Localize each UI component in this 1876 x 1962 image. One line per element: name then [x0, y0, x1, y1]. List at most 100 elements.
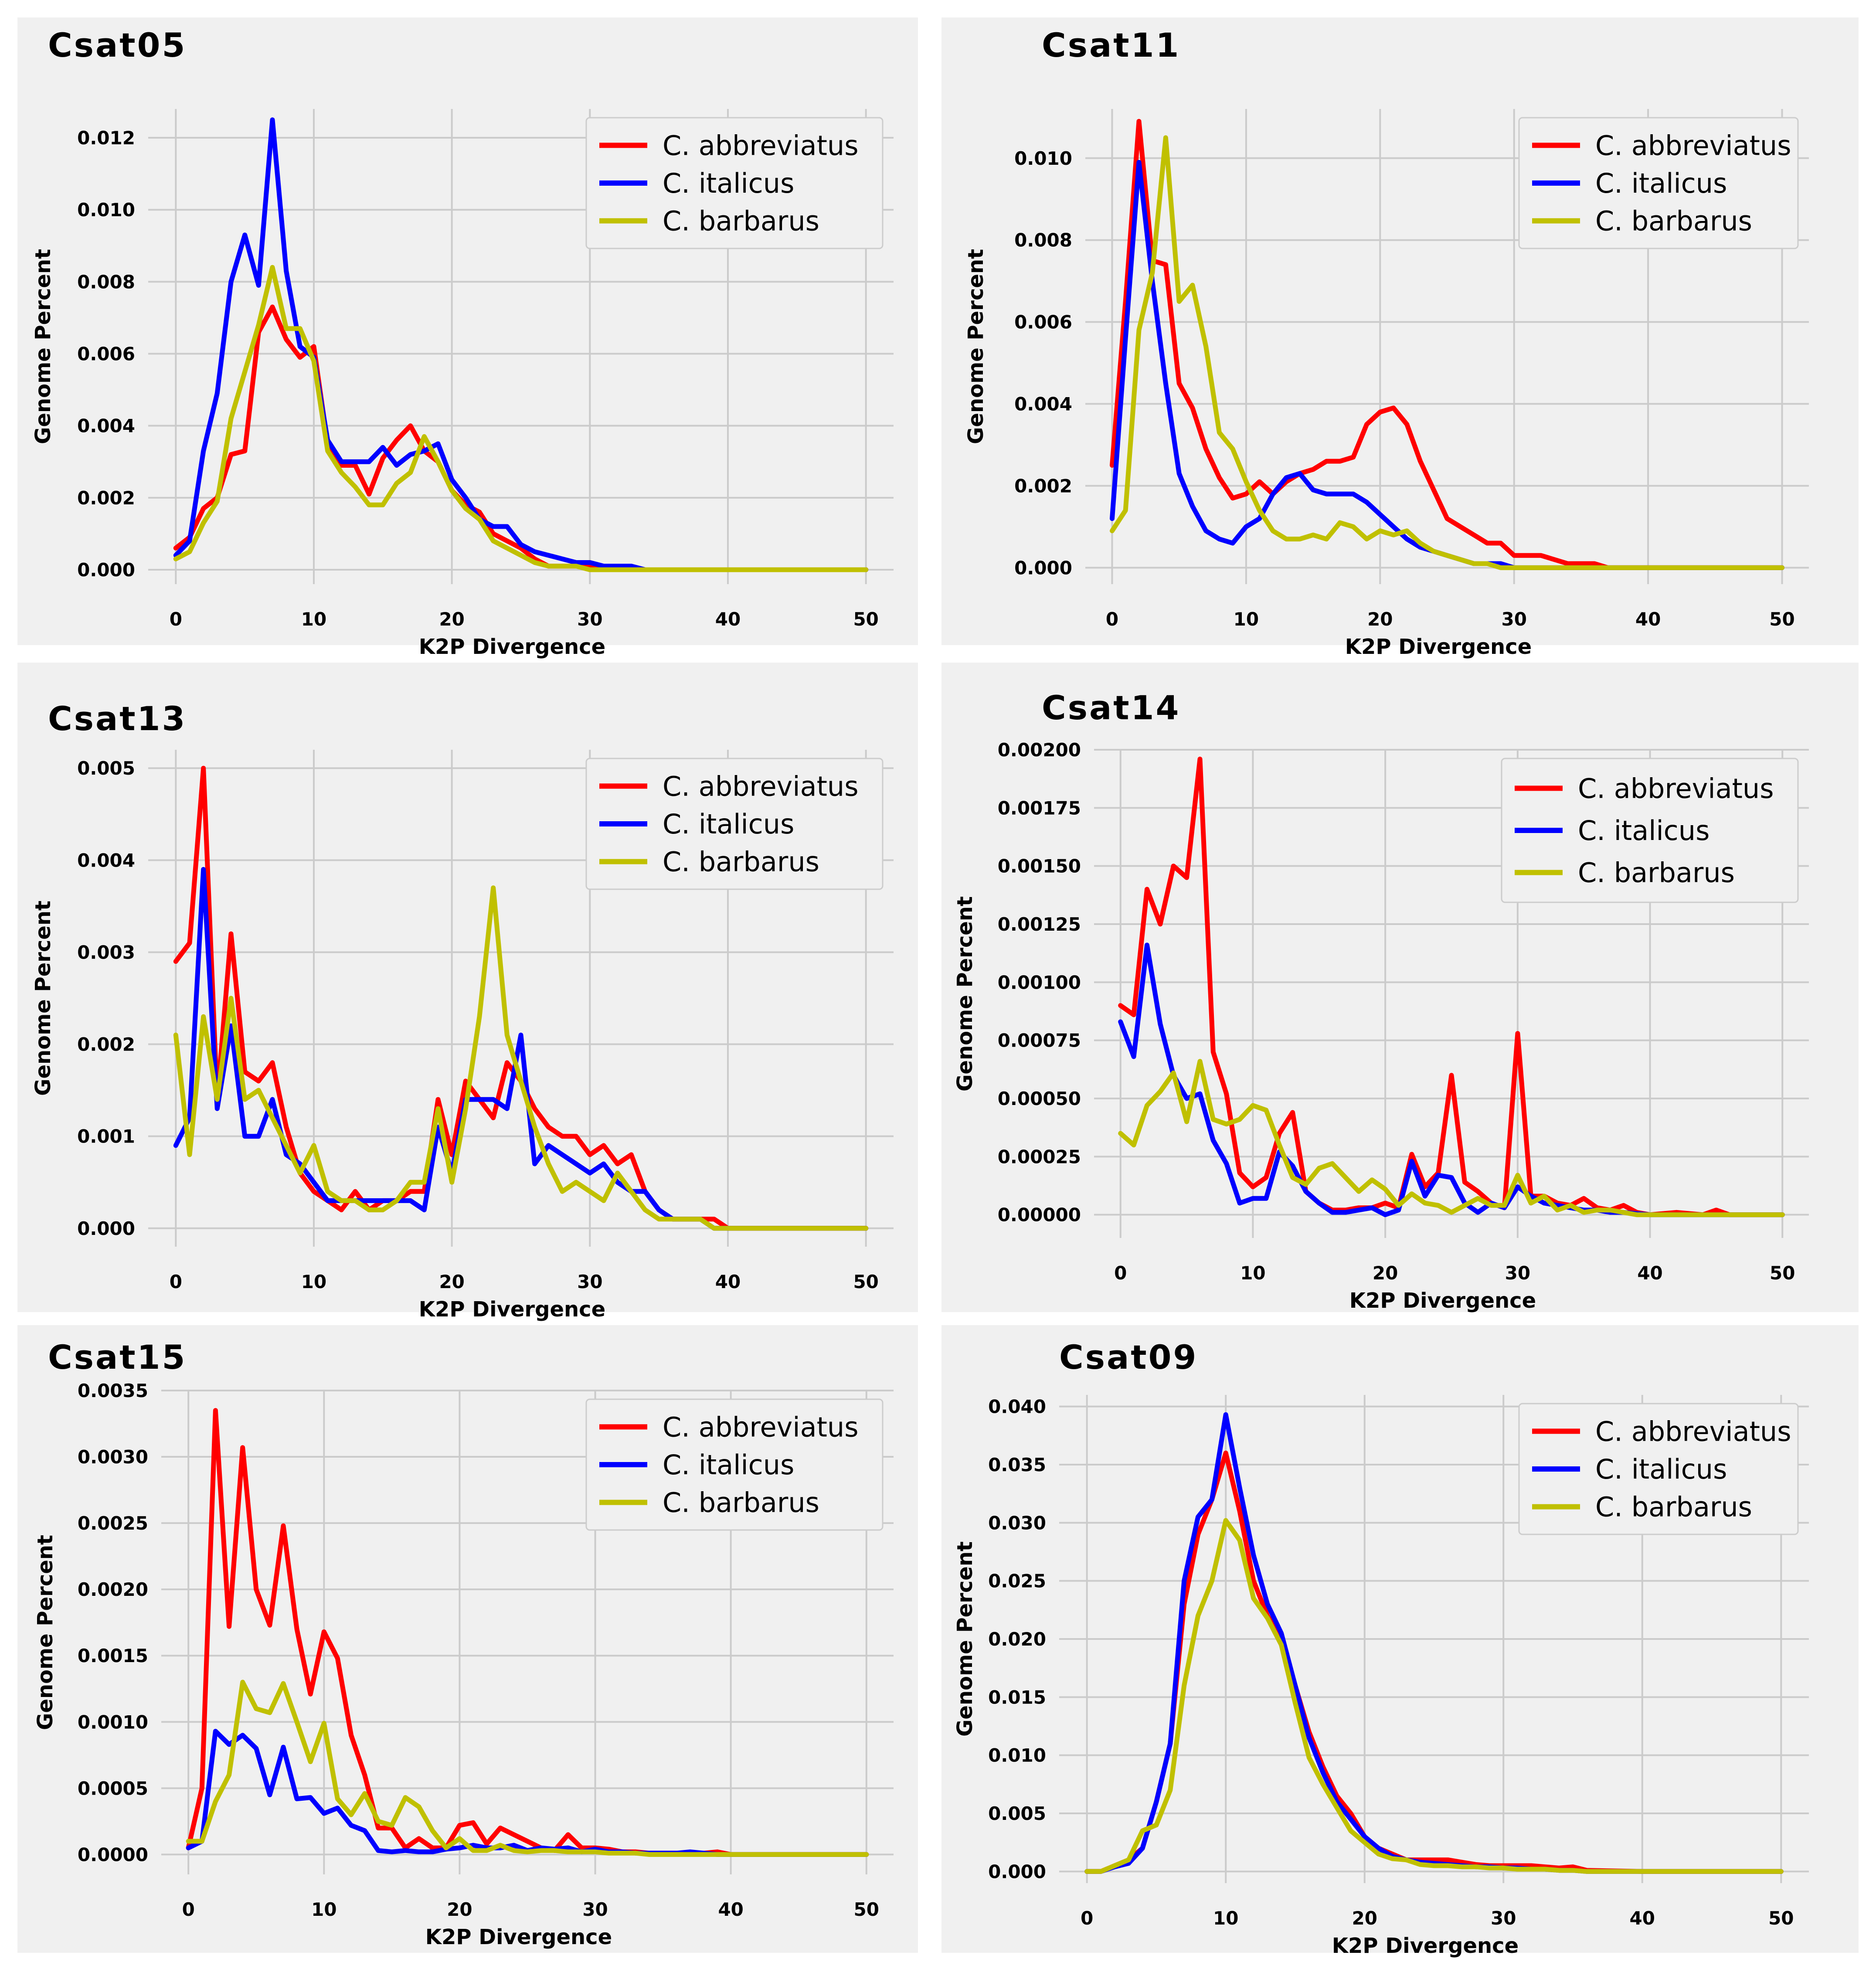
x-axis-label: K2P Divergence	[419, 635, 605, 659]
x-tick-label: 10	[301, 1271, 326, 1292]
grid	[1094, 749, 1809, 1238]
chart-panel-1: Csat11 0 10 20 30 40 50 0.000 0.002 0.004 0.006 0.0…	[941, 17, 1859, 659]
legend: C. abbreviatus C. italicus C. barbarus	[1501, 758, 1799, 903]
legend-entry: C. abbreviatus	[663, 770, 859, 802]
x-tick-label: 40	[718, 1899, 743, 1920]
legend-entry: C. barbarus	[1595, 205, 1752, 237]
series-line-c-barbarus	[173, 885, 869, 1231]
y-tick-label: 0.000	[988, 1861, 1046, 1882]
x-tick-label: 50	[854, 1899, 879, 1920]
x-tick-label: 40	[1630, 1908, 1655, 1929]
x-tick-label: 0	[170, 609, 182, 630]
y-tick-label: 0.003	[77, 942, 135, 963]
y-tick-label: 0.00125	[998, 914, 1081, 935]
legend-entry: C. barbarus	[1595, 1491, 1752, 1523]
series-line-c-italicus	[173, 117, 869, 572]
x-tick-label: 30	[1505, 1262, 1530, 1284]
chart-panel-0: Csat05 0 10 20 30 40 50 0.000 0.002 0.004 0.006 0.0…	[17, 17, 918, 659]
x-axis-label: K2P Divergence	[419, 1297, 605, 1322]
y-tick-label: 0.0000	[78, 1844, 148, 1865]
y-tick-label: 0.001	[77, 1126, 135, 1147]
y-tick-label: 0.008	[77, 271, 135, 292]
x-tick-label: 20	[1352, 1908, 1377, 1929]
x-axis-label: K2P Divergence	[1349, 1289, 1536, 1313]
x-tick-label: 10	[1234, 609, 1259, 630]
legend: C. abbreviatus C. italicus C. barbarus	[585, 1398, 884, 1531]
y-tick-label: 0.006	[1014, 312, 1072, 333]
x-tick-label: 0	[1106, 609, 1118, 630]
y-tick-label: 0.008	[1014, 230, 1072, 251]
y-tick-label: 0.0015	[78, 1645, 148, 1666]
legend-box	[585, 758, 884, 890]
legend-entry: C. italicus	[663, 1449, 794, 1481]
x-tick-label: 10	[1240, 1262, 1265, 1284]
x-tick-label: 0	[1114, 1262, 1127, 1284]
y-tick-label: 0.0020	[78, 1579, 148, 1600]
y-tick-label: 0.020	[988, 1629, 1046, 1650]
y-tick-label: 0.0010	[78, 1711, 148, 1733]
chart-title: Csat13	[48, 699, 187, 738]
y-tick-label: 0.006	[77, 343, 135, 365]
series-line-c-barbarus	[1110, 135, 1784, 570]
legend-entry: C. abbreviatus	[1595, 1415, 1791, 1447]
legend-entry: C. italicus	[663, 808, 794, 840]
legend-entry: C. abbreviatus	[663, 1411, 859, 1443]
legend: C. abbreviatus C. italicus C. barbarus	[585, 758, 884, 890]
y-axis-label: Genome Percent	[31, 901, 55, 1096]
x-tick-label: 40	[1637, 1262, 1662, 1284]
y-tick-label: 0.010	[1014, 148, 1072, 169]
legend-box	[585, 117, 884, 249]
x-tick-label: 30	[582, 1899, 608, 1920]
legend-entry: C. italicus	[1578, 815, 1709, 847]
y-tick-label: 0.030	[988, 1512, 1046, 1534]
y-tick-label: 0.0025	[78, 1513, 148, 1534]
panel-background	[17, 17, 918, 645]
x-tick-label: 50	[853, 609, 878, 630]
y-tick-label: 0.00100	[998, 972, 1081, 993]
chart-title: Csat09	[1059, 1338, 1198, 1377]
legend-entry: C. italicus	[1595, 167, 1727, 199]
x-tick-label: 40	[715, 609, 741, 630]
y-tick-label: 0.0035	[78, 1380, 148, 1401]
y-tick-label: 0.010	[77, 199, 135, 221]
y-tick-label: 0.002	[77, 487, 135, 509]
legend: C. abbreviatus C. italicus C. barbarus	[1518, 1403, 1799, 1535]
y-tick-label: 0.00075	[998, 1030, 1081, 1051]
chart-panel-4: Csat15 0 10 20 30 40 50 0.0000 0.0005 0.0010 0.001…	[17, 1325, 918, 1953]
x-axis-label: K2P Divergence	[1345, 635, 1532, 659]
y-tick-label: 0.040	[988, 1396, 1046, 1418]
x-tick-label: 20	[447, 1899, 472, 1920]
y-tick-label: 0.00200	[998, 739, 1081, 761]
legend-entry: C. abbreviatus	[663, 129, 859, 161]
legend-box	[585, 1398, 884, 1531]
legend-box	[1518, 117, 1799, 249]
series-line-c-barbarus	[186, 1680, 869, 1857]
y-axis-label: Genome Percent	[953, 1541, 977, 1737]
series-line-c-barbarus	[1118, 1059, 1785, 1217]
y-tick-label: 0.00025	[998, 1146, 1081, 1167]
x-tick-label: 30	[1501, 609, 1526, 630]
chart-panel-5: Csat09 0 10 20 30 40 50 0.000 0.005 0.010 0.015 0.0…	[941, 1325, 1859, 1958]
x-tick-label: 20	[439, 1271, 464, 1292]
x-tick-label: 50	[1769, 609, 1794, 630]
panel-background	[941, 17, 1859, 645]
y-axis-label: Genome Percent	[33, 1535, 58, 1730]
y-tick-label: 0.005	[988, 1803, 1046, 1824]
series-line-c-abbreviatus	[1110, 119, 1784, 570]
chart-panel-3: Csat14 0 10 20 30 40 50 0.00000 0.00025 0.00050 0.…	[941, 663, 1859, 1313]
legend-entry: C. italicus	[1595, 1453, 1727, 1485]
x-tick-label: 20	[1367, 609, 1393, 630]
y-tick-label: 0.000	[77, 559, 135, 581]
chart-title: Csat11	[1042, 26, 1180, 65]
legend-box	[1501, 758, 1799, 903]
y-tick-label: 0.0005	[78, 1778, 148, 1799]
x-tick-label: 10	[301, 609, 326, 630]
y-axis-label: Genome Percent	[964, 249, 988, 444]
x-tick-label: 30	[1491, 1908, 1516, 1929]
x-tick-label: 0	[182, 1899, 195, 1920]
series-line-c-barbarus	[173, 265, 869, 572]
y-tick-label: 0.00050	[998, 1088, 1081, 1109]
chart-title: Csat05	[48, 26, 187, 65]
y-tick-label: 0.00000	[998, 1204, 1081, 1226]
